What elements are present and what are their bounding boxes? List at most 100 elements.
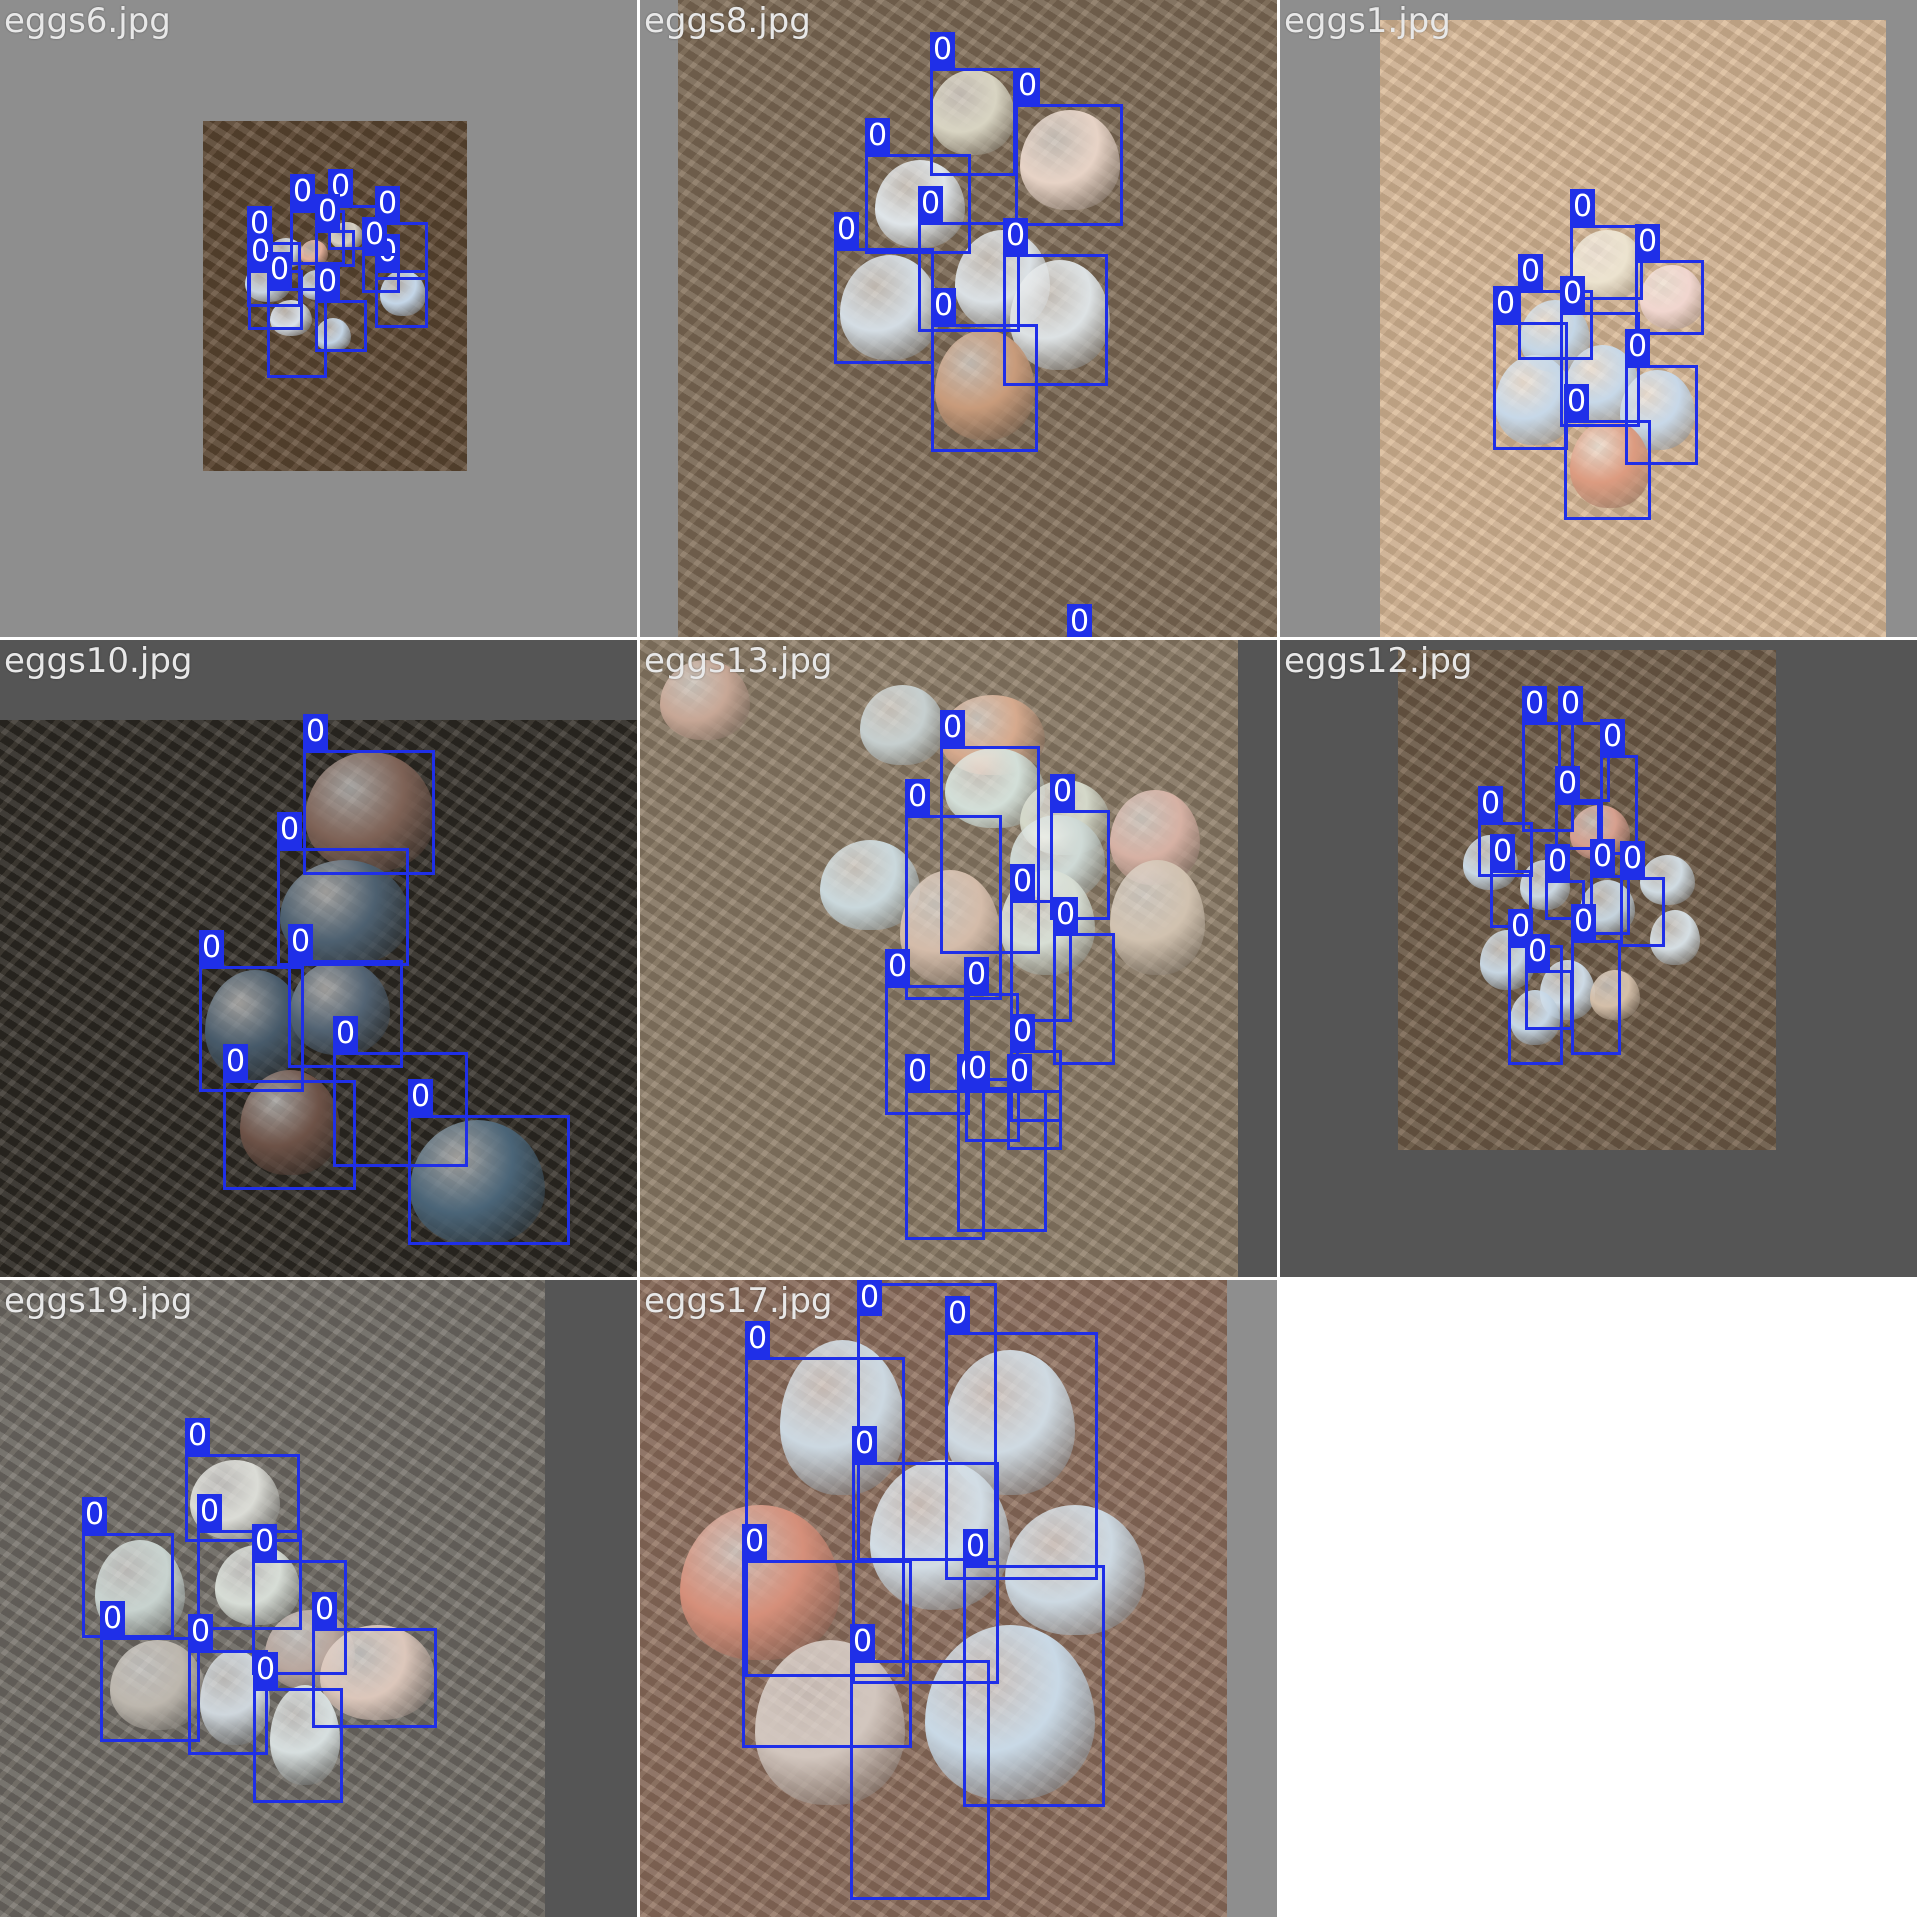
egg — [1510, 990, 1560, 1045]
class-label: 0 — [1525, 934, 1551, 970]
bedding-texture — [1380, 20, 1886, 637]
class-label: 0 — [1560, 276, 1586, 312]
class-label: 0 — [315, 264, 341, 300]
class-label: 0 — [905, 779, 931, 815]
bounding-box — [333, 1052, 468, 1167]
egg — [840, 255, 940, 360]
bounding-box — [1555, 802, 1600, 850]
bounding-box — [931, 324, 1038, 452]
bounding-box — [1050, 810, 1110, 920]
class-label: 0 — [303, 714, 329, 750]
bounding-box — [303, 750, 435, 875]
class-label: 0 — [1564, 384, 1590, 420]
egg — [930, 70, 1015, 155]
bounding-box — [82, 1533, 174, 1638]
egg — [1640, 265, 1704, 329]
class-label: 0 — [1571, 904, 1597, 940]
egg — [1110, 860, 1205, 975]
bounding-box — [375, 270, 428, 328]
class-label: 0 — [1570, 189, 1596, 225]
class-label: 0 — [290, 174, 316, 210]
bounding-box — [1571, 940, 1621, 1055]
image-tile: 0 0 0 0 0 0 0 0 0 0 eggs6.jpg — [0, 0, 637, 637]
bounding-box — [277, 848, 409, 966]
class-label: 0 — [865, 118, 891, 154]
class-label: 0 — [82, 1497, 108, 1533]
bounding-box — [267, 288, 327, 378]
egg — [1010, 260, 1110, 370]
bounding-box — [1518, 290, 1593, 360]
egg — [1650, 910, 1700, 965]
bounding-box — [1635, 260, 1704, 335]
bounding-box — [1564, 420, 1651, 520]
egg — [780, 1340, 905, 1495]
bounding-box — [188, 1650, 268, 1755]
class-label: 0 — [1558, 686, 1584, 722]
class-label: 0 — [1518, 254, 1544, 290]
bounding-box — [742, 1560, 912, 1748]
bounding-box — [362, 253, 400, 293]
egg — [300, 240, 328, 266]
filename-label: eggs10.jpg — [4, 641, 193, 681]
egg — [755, 1640, 905, 1805]
class-label: 0 — [1478, 786, 1504, 822]
bounding-box — [834, 248, 934, 364]
bounding-box — [253, 1688, 343, 1803]
egg — [305, 752, 435, 872]
class-label: 0 — [1003, 218, 1029, 254]
class-label: 0 — [905, 1054, 931, 1090]
class-label: 0 — [252, 1524, 278, 1560]
bounding-box — [857, 1283, 997, 1561]
class-label: 0 — [918, 186, 944, 222]
bounding-box — [885, 985, 970, 1115]
egg — [270, 1685, 340, 1785]
class-label: 0 — [333, 1016, 359, 1052]
egg — [1020, 110, 1120, 210]
class-label: 0 — [315, 194, 341, 230]
image-tile: 0 0 0 0 0 0 0 eggs1.jpg — [1280, 0, 1917, 637]
class-label: 0 — [1635, 224, 1661, 260]
class-label: 0 — [197, 1494, 223, 1530]
class-label: 0 — [885, 949, 911, 985]
bounding-box — [1545, 880, 1585, 920]
image-tile: 0 0 0 0 0 0 0 eggs17.jpg — [640, 1280, 1277, 1917]
bounding-box — [1560, 312, 1640, 427]
class-label: 0 — [267, 252, 293, 288]
egg — [1640, 855, 1695, 905]
bounding-box — [252, 1560, 347, 1675]
bounding-box — [197, 1530, 302, 1630]
class-label: 0 — [1522, 686, 1548, 722]
bounding-box — [288, 960, 403, 1068]
class-label: 0 — [1493, 286, 1519, 322]
filename-label: eggs8.jpg — [644, 1, 811, 41]
class-label: 0 — [963, 1529, 989, 1565]
class-label: 0 — [362, 217, 388, 253]
bounding-box — [223, 1080, 356, 1190]
egg — [925, 1625, 1095, 1800]
bounding-box — [1493, 322, 1568, 450]
bounding-box — [930, 68, 1016, 176]
bounding-box — [1525, 970, 1573, 1030]
class-label: 0 — [930, 32, 956, 68]
bounding-box — [1010, 900, 1072, 1022]
image-tile: 000000000000eggs13.jpg — [640, 640, 1277, 1277]
class-label: 0 — [834, 212, 860, 248]
bounding-box — [905, 815, 1002, 1000]
bounding-box — [965, 1087, 1020, 1142]
bounding-box — [1478, 822, 1533, 877]
filename-label: eggs6.jpg — [4, 1, 171, 41]
bounding-box — [850, 1660, 990, 1900]
filename-label: eggs13.jpg — [644, 641, 833, 681]
class-label: 0 — [1053, 897, 1079, 933]
bounding-box — [312, 1628, 437, 1728]
bounding-box — [100, 1637, 200, 1742]
class-label: 0 — [408, 1079, 434, 1115]
bounding-box — [315, 230, 355, 267]
bounding-box — [1053, 933, 1115, 1065]
bounding-box — [1625, 365, 1698, 465]
egg — [410, 1120, 545, 1245]
class-label: 0 — [965, 1051, 991, 1087]
class-label: 0 — [1050, 774, 1076, 810]
class-label: 0 — [199, 930, 225, 966]
filename-label: eggs19.jpg — [4, 1281, 193, 1321]
